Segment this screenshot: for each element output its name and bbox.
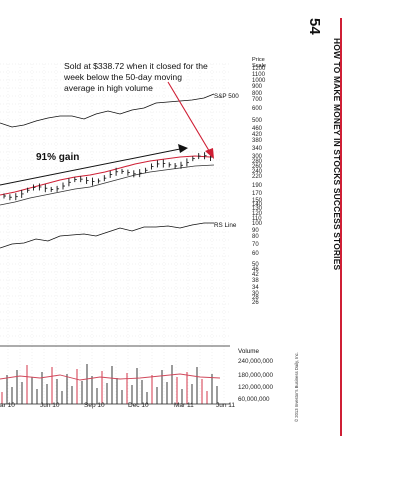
- price-tick-label: 240: [252, 169, 263, 175]
- price-tick-label: 60: [252, 251, 259, 257]
- price-tick-label: 700: [252, 97, 263, 103]
- trend-arrow-head: [178, 144, 188, 153]
- price-tick-label: 600: [252, 106, 263, 112]
- red-page-rule: [340, 18, 342, 436]
- price-tick-label: 220: [252, 174, 263, 180]
- price-tick-label: 70: [252, 242, 259, 248]
- price-tick-label: 120: [252, 211, 263, 217]
- trend-arrow-line: [0, 148, 181, 186]
- date-tick-label: Jun 11: [216, 402, 236, 409]
- rs-line-label: RS Line: [214, 222, 237, 229]
- price-tick-label: 260: [252, 164, 263, 170]
- volume-tick-label: 180,000,000: [238, 372, 274, 379]
- running-head: HOW TO MAKE MONEY IN STOCKS SUCCESS STOR…: [332, 38, 342, 271]
- volume-moving-average: [0, 373, 221, 381]
- volume-tick-label: 60,000,000: [238, 396, 270, 403]
- price-tick-label: 46: [252, 267, 259, 273]
- price-tick-label: 800: [252, 91, 263, 97]
- price-tick-label: 380: [252, 138, 263, 144]
- gain-label: 91% gain: [36, 152, 80, 163]
- rs-line: [0, 222, 214, 249]
- date-tick-label: Sep 10: [84, 402, 105, 409]
- sp500-line: [0, 93, 215, 128]
- price-tick-label: 190: [252, 183, 263, 189]
- price-tick-label: 50: [252, 262, 259, 268]
- moving-average-line: [0, 155, 211, 196]
- price-tick-label: 460: [252, 126, 263, 132]
- sp500-label: S&P 500: [214, 93, 239, 100]
- price-tick-label: 280: [252, 159, 263, 165]
- price-tick-label: 110: [252, 216, 262, 222]
- price-tick-label: 130: [252, 206, 263, 212]
- price-tick-label: 420: [252, 132, 263, 138]
- volume-bars: [1, 364, 218, 404]
- price-tick-label: 170: [252, 191, 263, 197]
- chart-grid: [0, 63, 230, 404]
- price-tick-label: 500: [252, 118, 263, 124]
- price-tick-label: 30: [252, 291, 259, 297]
- annotation-arrow-head: [205, 148, 214, 159]
- price-bars: [3, 152, 213, 201]
- price-tick-label: 28: [252, 295, 259, 301]
- price-tick-label: 300: [252, 154, 263, 160]
- date-tick-label: Mar 11: [174, 402, 194, 409]
- price-tick-label: 38: [252, 278, 259, 284]
- volume-tick-label: 240,000,000: [238, 358, 274, 365]
- volume-header: Volume: [238, 348, 260, 355]
- price-scale-header: Price Scale: [252, 57, 266, 69]
- price-tick-label: 1200: [252, 66, 266, 72]
- date-tick-label: ar 10: [0, 402, 15, 409]
- price-tick-label: 90: [252, 228, 259, 234]
- price-tick-label: 1000: [252, 78, 266, 84]
- price-tick-label: 340: [252, 146, 263, 152]
- price-tick-label: 1100: [252, 72, 265, 78]
- page-number: 54: [306, 18, 323, 35]
- price-tick-label: 140: [252, 202, 263, 208]
- copyright-note: © 2013 Investor's Business Daily, Inc.: [294, 352, 299, 422]
- price-tick-label: 150: [252, 198, 263, 204]
- volume-tick-label: 120,000,000: [238, 384, 274, 391]
- stock-chart: [0, 63, 230, 405]
- date-tick-label: Dec 10: [128, 402, 149, 409]
- annotation-arrow-line: [167, 81, 212, 155]
- price-tick-label: 100: [252, 221, 263, 227]
- price-tick-label: 42: [252, 272, 259, 278]
- price-tick-label: 26: [252, 300, 259, 306]
- sell-annotation: Sold at $338.72 when it closed for the w…: [64, 61, 208, 93]
- date-tick-label: Jun 10: [40, 402, 60, 409]
- price-tick-label: 80: [252, 234, 259, 240]
- price-tick-label: 34: [252, 285, 259, 291]
- price-tick-label: 900: [252, 84, 263, 90]
